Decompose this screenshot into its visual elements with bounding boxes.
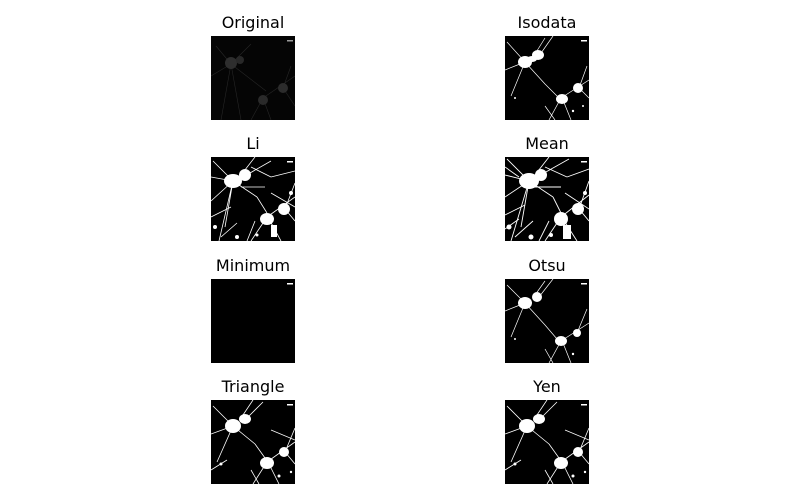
- panel-title: Yen: [533, 377, 561, 396]
- panel-title: Minimum: [215, 256, 291, 275]
- panel-title: Original: [221, 13, 285, 32]
- mean-mask-image: [505, 157, 589, 241]
- panel-title: Isodata: [517, 13, 577, 32]
- minimum-mask-image: [211, 279, 295, 363]
- panel-title: Triangle: [221, 377, 285, 396]
- li-mask-image: [211, 157, 295, 241]
- isodata-mask-image: [505, 36, 589, 120]
- otsu-mask-image: [505, 279, 589, 363]
- panel-title: Otsu: [528, 256, 566, 275]
- panel-title: Li: [246, 134, 260, 153]
- triangle-mask-image: [211, 400, 295, 484]
- panel-title: Mean: [525, 134, 569, 153]
- yen-mask-image: [505, 400, 589, 484]
- original-image: [211, 36, 295, 120]
